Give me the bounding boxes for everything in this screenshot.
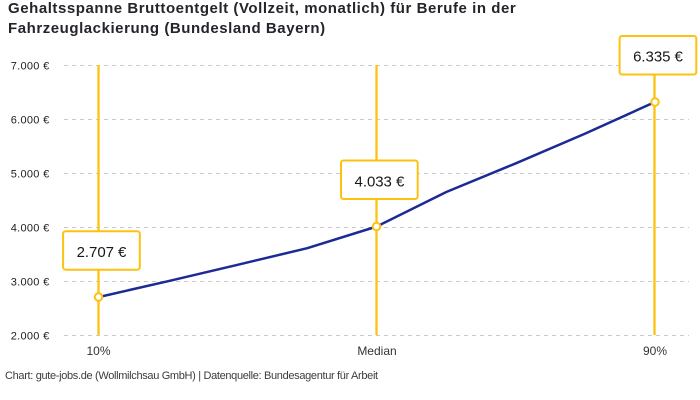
svg-text:3.000 €: 3.000 €: [11, 277, 50, 289]
svg-text:4.000 €: 4.000 €: [11, 223, 50, 235]
svg-text:7.000 €: 7.000 €: [11, 61, 50, 73]
svg-text:6.000 €: 6.000 €: [11, 115, 50, 127]
svg-text:5.000 €: 5.000 €: [11, 169, 50, 181]
svg-text:2.000 €: 2.000 €: [11, 331, 50, 343]
svg-text:Median: Median: [357, 344, 396, 358]
svg-text:6.335 €: 6.335 €: [633, 48, 683, 65]
svg-text:10%: 10%: [86, 344, 110, 358]
svg-text:4.033 €: 4.033 €: [355, 173, 405, 190]
svg-text:2.707 €: 2.707 €: [77, 244, 127, 261]
svg-text:90%: 90%: [643, 344, 667, 358]
